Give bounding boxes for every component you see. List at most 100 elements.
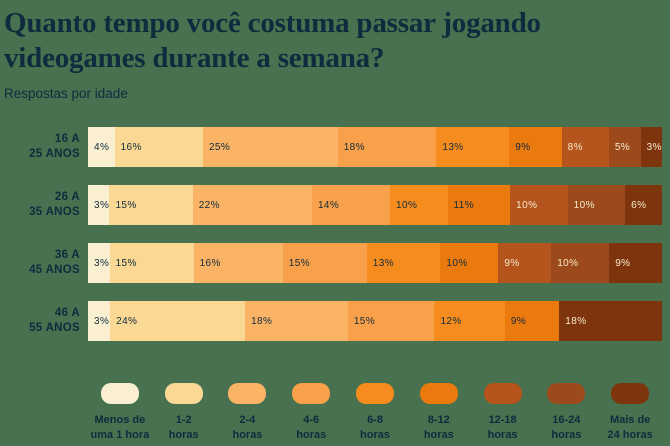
chart-subtitle: Respostas por idade: [4, 86, 128, 101]
stacked-bar: 3% 15% 22% 14% 10% 11% 10% 10% 6%: [88, 185, 663, 225]
chart-row: 16 A 25 ANOS 4% 16% 25% 18% 13% 9% 8% 5% 3%: [4, 127, 663, 167]
legend-item: 6-8 horas: [343, 383, 407, 443]
segment-value: 13%: [442, 141, 464, 153]
legend-item: 4-6 horas: [279, 383, 343, 443]
segment-value: 3%: [94, 199, 110, 211]
legend-item: 12-18 horas: [471, 383, 535, 443]
segment-value: 16%: [199, 257, 221, 269]
legend-label: 1-2 horas: [168, 414, 199, 441]
legend-item: 8-12 horas: [407, 383, 471, 443]
chart-title: Quanto tempo você costuma passar jogando…: [4, 7, 541, 74]
legend-label: 16-24 horas: [551, 414, 582, 441]
bar-segment: 11%: [447, 185, 511, 225]
chart-row: 26 A 35 ANOS 3% 15% 22% 14% 10% 11% 10% 10% 6%: [4, 185, 663, 225]
segment-value: 18%: [565, 315, 587, 327]
bar-segment: 3%: [88, 301, 111, 341]
legend-swatch: [483, 383, 522, 404]
legend-label: 12-18 horas: [487, 414, 518, 441]
segment-value: 5%: [614, 141, 631, 153]
segment-value: 11%: [453, 199, 474, 211]
bar-segment: 18%: [245, 301, 348, 341]
bar-segment: 10%: [440, 243, 499, 283]
segment-value: 24%: [116, 315, 138, 327]
bar-segment: 14%: [311, 185, 391, 225]
segment-value: 4%: [94, 141, 110, 153]
segment-value: 15%: [353, 315, 376, 327]
bar-segment: 16%: [193, 243, 283, 283]
legend-swatch: [164, 383, 203, 404]
bar-segment: 25%: [202, 127, 338, 167]
legend-label: Mais de 24 horas: [607, 414, 653, 441]
bar-segment: 10%: [390, 185, 448, 225]
age-group-label: 36 A 45 ANOS: [29, 249, 80, 276]
bar-segment: 10%: [551, 243, 610, 283]
segment-value: 16%: [120, 141, 142, 153]
chart-legend: Menos de uma 1 hora 1-2 horas 2-4 horas 4-6 hor…: [88, 383, 662, 443]
segment-value: 9%: [615, 257, 631, 269]
segment-value: 10%: [516, 199, 538, 211]
bar-segment: 3%: [88, 243, 110, 283]
bar-segment: 15%: [109, 243, 194, 283]
segment-value: 10%: [396, 199, 418, 211]
legend-item: 2-4 horas: [216, 383, 280, 443]
bar-segment: 15%: [347, 301, 435, 341]
segment-value: 10%: [446, 257, 468, 269]
segment-value: 9%: [515, 141, 531, 153]
age-group-label: 16 A 25 ANOS: [29, 133, 80, 160]
segment-value: 15%: [115, 257, 137, 269]
segment-value: 15%: [115, 199, 137, 211]
legend-label: 6-8 horas: [360, 414, 390, 441]
segment-value: 3%: [94, 315, 110, 327]
stacked-bar: 3% 15% 16% 15% 13% 10% 9% 10% 9%: [88, 243, 662, 283]
legend-swatch: [547, 383, 586, 404]
legend-item: Menos de uma 1 hora: [88, 383, 152, 443]
legend-swatch: [228, 383, 267, 404]
segment-value: 10%: [573, 199, 595, 211]
legend-swatch: [100, 383, 139, 404]
bar-segment: 18%: [559, 301, 663, 341]
chart-rows: 16 A 25 ANOS 4% 16% 25% 18% 13% 9% 8% 5% 3% 26 A 35 …: [4, 127, 663, 341]
segment-value: 9%: [504, 257, 520, 269]
segment-value: 18%: [343, 141, 365, 153]
segment-value: 13%: [372, 257, 395, 269]
bar-segment: 8%: [561, 127, 609, 167]
legend-item: 16-24 horas: [534, 383, 598, 443]
bar-segment: 13%: [436, 127, 510, 167]
bar-segment: 22%: [192, 185, 312, 225]
legend-label: 4-6 horas: [296, 414, 327, 441]
chart-row: 36 A 45 ANOS 3% 15% 16% 15% 13% 10% 9% 10% 9%: [4, 243, 662, 283]
legend-item: 1-2 horas: [152, 383, 216, 443]
legend-item: Mais de 24 horas: [598, 383, 662, 443]
legend-swatch: [611, 383, 650, 404]
bar-segment: 15%: [109, 185, 193, 225]
bar-segment: 9%: [509, 127, 562, 167]
age-group-label: 26 A 35 ANOS: [29, 191, 80, 218]
bar-segment: 10%: [510, 185, 568, 225]
bar-segment: 9%: [498, 243, 552, 283]
segment-value: 6%: [631, 199, 647, 211]
bar-segment: 15%: [282, 243, 367, 283]
stacked-bar: 4% 16% 25% 18% 13% 9% 8% 5% 3%: [88, 127, 663, 167]
bar-segment: 9%: [609, 243, 662, 283]
segment-value: 22%: [198, 199, 220, 211]
legend-swatch: [419, 383, 458, 404]
bar-segment: 13%: [366, 243, 441, 283]
bar-segment: 16%: [114, 127, 203, 167]
segment-value: 12%: [440, 315, 462, 327]
segment-value: 10%: [557, 257, 579, 269]
bar-segment: 9%: [504, 301, 560, 341]
legend-label: Menos de uma 1 hora: [90, 414, 150, 441]
age-group-label: 46 A 55 ANOS: [29, 307, 80, 334]
bar-segment: 4%: [88, 127, 115, 167]
bar-segment: 12%: [434, 301, 505, 341]
segment-value: 9%: [510, 315, 527, 327]
segment-value: 8%: [567, 141, 583, 153]
bar-segment: 24%: [110, 301, 246, 341]
chart-row: 46 A 55 ANOS 3% 24% 18% 15% 12% 9% 18%: [4, 301, 663, 341]
legend-label: 8-12 horas: [423, 414, 454, 441]
legend-label: 2-4 horas: [232, 414, 263, 441]
bar-segment: 10%: [567, 185, 626, 225]
bar-segment: 5%: [608, 127, 641, 167]
segment-value: 15%: [288, 257, 311, 269]
